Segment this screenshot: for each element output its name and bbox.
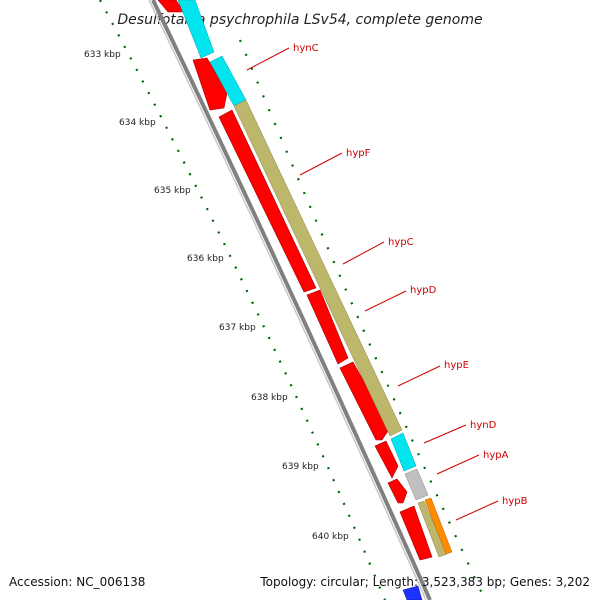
leader-line-hypF bbox=[299, 152, 343, 176]
tick-labels: 633 kbp 634 kbp 635 kbp 636 kbp 637 kbp … bbox=[84, 50, 349, 542]
tick-label: 639 kbp bbox=[282, 462, 319, 472]
cds-segment-4 bbox=[339, 361, 391, 441]
tick-label: 635 kbp bbox=[154, 186, 191, 196]
leader-line-hypA bbox=[436, 454, 480, 475]
gene-label-hynD: hynD bbox=[470, 420, 497, 431]
genome-summary-text: Topology: circular; Length: 3,523,383 bp… bbox=[259, 575, 590, 589]
tick-label: 634 kbp bbox=[119, 118, 156, 128]
gene-block-hypA bbox=[404, 468, 429, 501]
gene-label-hynC: hynC bbox=[293, 43, 319, 54]
leader-line-hypE bbox=[397, 365, 441, 387]
gene-block-upstream bbox=[177, 0, 215, 59]
gene-label-hypB: hypB bbox=[502, 496, 528, 507]
cds-segment-6 bbox=[387, 478, 408, 504]
tick-label: 638 kbp bbox=[251, 393, 288, 403]
leader-line-hynD bbox=[423, 424, 467, 444]
leader-line-hypB bbox=[455, 500, 499, 521]
tick-label: 640 kbp bbox=[312, 532, 349, 542]
cds-segment-5 bbox=[374, 440, 399, 479]
leader-line-hynC bbox=[246, 47, 290, 71]
outer-tick-ring bbox=[99, 0, 387, 600]
gene-block-hypB-pre bbox=[417, 500, 448, 558]
leader-line-hypC bbox=[342, 241, 385, 265]
cds-segment-2 bbox=[218, 109, 317, 293]
tick-label: 633 kbp bbox=[84, 50, 121, 60]
gene-label-hypC: hypC bbox=[388, 237, 414, 248]
cds-segment-1 bbox=[192, 57, 228, 111]
tick-label: 636 kbp bbox=[187, 254, 224, 264]
gene-label-hypD: hypD bbox=[410, 285, 437, 296]
gene-label-hypF: hypF bbox=[346, 148, 371, 159]
gene-label-hypE: hypE bbox=[444, 360, 469, 371]
accession-text: Accession: NC_006138 bbox=[9, 575, 145, 589]
gene-block-hyp-operon bbox=[233, 99, 403, 437]
backbone-line bbox=[151, 0, 432, 600]
map-title: Desulfotalea psychrophila LSv54, complet… bbox=[117, 12, 482, 28]
gene-block-hynD bbox=[390, 432, 417, 472]
gene-label-hypA: hypA bbox=[483, 450, 509, 461]
cds-segment-3 bbox=[306, 289, 349, 365]
gene-block-downstream bbox=[402, 585, 423, 600]
inner-tick-ring bbox=[238, 39, 486, 600]
gene-block-hypB bbox=[424, 497, 453, 555]
backbone-shadow bbox=[148, 0, 427, 600]
gene-labels: hynC hypF hypC hypD hypE hynD hypA hypB bbox=[293, 43, 528, 507]
cds-segment-7 bbox=[399, 505, 433, 561]
reverse-strand-track bbox=[157, 0, 433, 561]
tick-label: 637 kbp bbox=[219, 323, 256, 333]
leader-line-hypD bbox=[364, 290, 407, 312]
forward-strand-track bbox=[177, 0, 453, 600]
gene-leader-lines bbox=[246, 47, 499, 521]
